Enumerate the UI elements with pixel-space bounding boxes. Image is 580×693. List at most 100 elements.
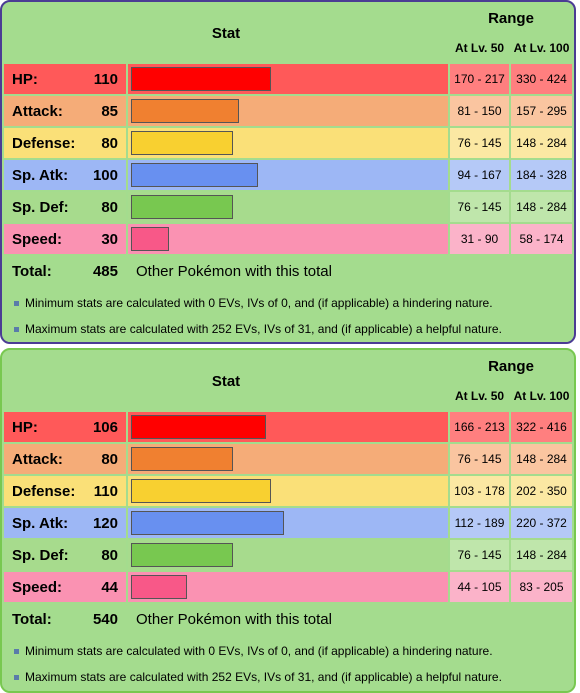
stat-value: 106 bbox=[92, 418, 118, 436]
range-lv50: 76 - 145 bbox=[450, 128, 509, 158]
range-header: Range bbox=[450, 5, 572, 31]
stat-row-sp-atk: Sp. Atk: 120 112 - 189 220 - 372 bbox=[4, 508, 572, 538]
stat-bar bbox=[131, 163, 258, 187]
stat-header: Stat bbox=[4, 5, 448, 61]
stat-value: 80 bbox=[101, 198, 118, 216]
lv50-header: At Lv. 50 bbox=[450, 382, 509, 409]
stat-value: 44 bbox=[101, 578, 118, 596]
stat-row-defense: Defense: 80 76 - 145 148 - 284 bbox=[4, 128, 572, 158]
range-lv100: 330 - 424 bbox=[511, 64, 572, 94]
stat-bar bbox=[131, 575, 187, 599]
stat-label: HP: bbox=[12, 70, 38, 88]
stat-label: Attack: bbox=[12, 450, 63, 468]
stat-value: 110 bbox=[93, 70, 118, 88]
range-lv100: 148 - 284 bbox=[511, 540, 572, 570]
range-lv50: 81 - 150 bbox=[450, 96, 509, 126]
range-lv100: 148 - 284 bbox=[511, 128, 572, 158]
stat-bar bbox=[131, 99, 239, 123]
stat-row-sp-def: Sp. Def: 80 76 - 145 148 - 284 bbox=[4, 192, 572, 222]
stat-label: Speed: bbox=[12, 230, 63, 248]
note-maximum: Maximum stats are calculated with 252 EV… bbox=[14, 322, 502, 336]
range-lv50: 44 - 105 bbox=[450, 572, 509, 602]
same-total-link[interactable]: Other Pokémon with this total bbox=[128, 256, 572, 286]
stat-row-speed: Speed: 30 31 - 90 58 - 174 bbox=[4, 224, 572, 254]
range-lv100: 202 - 350 bbox=[511, 476, 572, 506]
notes: Minimum stats are calculated with 0 EVs,… bbox=[4, 288, 572, 342]
stat-bar bbox=[131, 479, 271, 503]
stat-label: Sp. Atk: bbox=[12, 166, 69, 184]
stat-value: 80 bbox=[101, 134, 118, 152]
total-label: Total: bbox=[12, 610, 52, 628]
lv100-header: At Lv. 100 bbox=[511, 382, 572, 409]
bullet-icon bbox=[14, 326, 19, 332]
range-lv100: 58 - 174 bbox=[511, 224, 572, 254]
total-row: Total: 540 Other Pokémon with this total bbox=[4, 604, 572, 634]
stat-label: Defense: bbox=[12, 134, 76, 152]
stat-row-speed: Speed: 44 44 - 105 83 - 205 bbox=[4, 572, 572, 602]
stat-bar bbox=[131, 227, 169, 251]
range-lv100: 148 - 284 bbox=[511, 192, 572, 222]
range-lv50: 170 - 217 bbox=[450, 64, 509, 94]
stat-label: HP: bbox=[12, 418, 38, 436]
bullet-icon bbox=[14, 648, 19, 654]
note-maximum: Maximum stats are calculated with 252 EV… bbox=[14, 670, 502, 684]
bullet-icon bbox=[14, 674, 19, 680]
same-total-link[interactable]: Other Pokémon with this total bbox=[128, 604, 572, 634]
stat-row-attack: Attack: 80 76 - 145 148 - 284 bbox=[4, 444, 572, 474]
range-lv100: 157 - 295 bbox=[511, 96, 572, 126]
range-lv50: 76 - 145 bbox=[450, 192, 509, 222]
notes: Minimum stats are calculated with 0 EVs,… bbox=[4, 636, 572, 691]
stat-value: 110 bbox=[93, 482, 118, 500]
range-lv50: 112 - 189 bbox=[450, 508, 509, 538]
stat-value: 30 bbox=[101, 230, 118, 248]
stat-label: Sp. Atk: bbox=[12, 514, 69, 532]
stat-value: 100 bbox=[92, 166, 118, 184]
stat-value: 80 bbox=[101, 450, 118, 468]
stat-row-hp: HP: 106 166 - 213 322 - 416 bbox=[4, 412, 572, 442]
note-minimum: Minimum stats are calculated with 0 EVs,… bbox=[14, 644, 493, 658]
stat-header: Stat bbox=[4, 353, 448, 409]
stat-row-sp-def: Sp. Def: 80 76 - 145 148 - 284 bbox=[4, 540, 572, 570]
range-lv50: 31 - 90 bbox=[450, 224, 509, 254]
stat-bar bbox=[131, 511, 284, 535]
total-label: Total: bbox=[12, 262, 52, 280]
range-header: Range bbox=[450, 353, 572, 379]
stat-bar bbox=[131, 543, 233, 567]
range-lv100: 322 - 416 bbox=[511, 412, 572, 442]
range-lv100: 184 - 328 bbox=[511, 160, 572, 190]
stats-table-1: Stat Range At Lv. 50 At Lv. 100 HP: 110 1… bbox=[0, 0, 576, 344]
stat-label: Sp. Def: bbox=[12, 198, 69, 216]
stat-row-defense: Defense: 110 103 - 178 202 - 350 bbox=[4, 476, 572, 506]
range-lv50: 94 - 167 bbox=[450, 160, 509, 190]
stat-label: Attack: bbox=[12, 102, 63, 120]
range-lv50: 103 - 178 bbox=[450, 476, 509, 506]
stat-bar bbox=[131, 131, 233, 155]
stat-row-sp-atk: Sp. Atk: 100 94 - 167 184 - 328 bbox=[4, 160, 572, 190]
stat-bar bbox=[131, 447, 233, 471]
stat-bar bbox=[131, 415, 266, 439]
stat-label: Speed: bbox=[12, 578, 63, 596]
total-row: Total: 485 Other Pokémon with this total bbox=[4, 256, 572, 286]
note-minimum: Minimum stats are calculated with 0 EVs,… bbox=[14, 296, 493, 310]
range-lv50: 166 - 213 bbox=[450, 412, 509, 442]
lv50-header: At Lv. 50 bbox=[450, 34, 509, 61]
stat-label: Defense: bbox=[12, 482, 76, 500]
range-lv100: 83 - 205 bbox=[511, 572, 572, 602]
stat-value: 120 bbox=[92, 514, 118, 532]
stat-label: Sp. Def: bbox=[12, 546, 69, 564]
range-lv50: 76 - 145 bbox=[450, 444, 509, 474]
stat-row-attack: Attack: 85 81 - 150 157 - 295 bbox=[4, 96, 572, 126]
stats-table-2: Stat Range At Lv. 50 At Lv. 100 HP: 106 1… bbox=[0, 348, 576, 693]
total-value: 540 bbox=[92, 610, 118, 628]
lv100-header: At Lv. 100 bbox=[511, 34, 572, 61]
total-value: 485 bbox=[92, 262, 118, 280]
stat-bar bbox=[131, 67, 271, 91]
stat-row-hp: HP: 110 170 - 217 330 - 424 bbox=[4, 64, 572, 94]
bullet-icon bbox=[14, 300, 19, 306]
stat-value: 85 bbox=[101, 102, 118, 120]
range-lv100: 148 - 284 bbox=[511, 444, 572, 474]
stat-bar bbox=[131, 195, 233, 219]
range-lv100: 220 - 372 bbox=[511, 508, 572, 538]
stat-value: 80 bbox=[101, 546, 118, 564]
range-lv50: 76 - 145 bbox=[450, 540, 509, 570]
